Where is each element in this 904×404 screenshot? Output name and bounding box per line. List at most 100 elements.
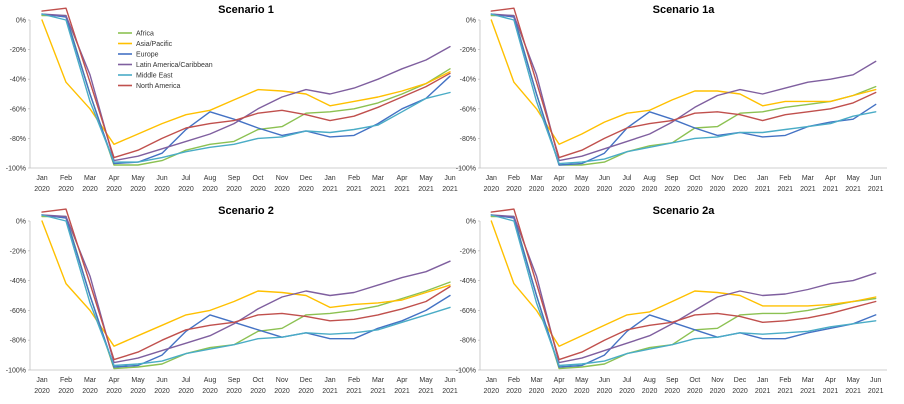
x-tick-year-scenario-1: 2020 bbox=[226, 186, 242, 193]
chart-title-scenario-2: Scenario 2 bbox=[218, 205, 274, 217]
series-line-latin-america-caribbean-scenario-2a bbox=[490, 214, 877, 364]
y-tick-label-scenario-2: -40% bbox=[10, 278, 26, 285]
x-tick-year-scenario-1a: 2021 bbox=[777, 186, 793, 193]
y-tick-label-scenario-1a: -20% bbox=[460, 47, 476, 54]
x-tick-month-scenario-1: Mar bbox=[84, 175, 97, 182]
x-tick-year-scenario-2a: 2020 bbox=[664, 388, 680, 395]
x-tick-month-scenario-2a: Mar bbox=[802, 377, 815, 384]
x-tick-month-scenario-1: Apr bbox=[109, 175, 121, 182]
x-tick-year-scenario-1a: 2020 bbox=[687, 186, 703, 193]
x-tick-year-scenario-2: 2021 bbox=[346, 388, 362, 395]
x-tick-month-scenario-2: Apr bbox=[109, 377, 121, 384]
series-line-africa-scenario-1 bbox=[41, 14, 451, 166]
x-tick-month-scenario-2a: May bbox=[846, 377, 860, 384]
x-tick-month-scenario-2: Apr bbox=[397, 377, 409, 384]
x-tick-month-scenario-1: Sep bbox=[228, 175, 241, 182]
x-tick-year-scenario-1a: 2020 bbox=[484, 186, 500, 193]
x-tick-year-scenario-1a: 2020 bbox=[551, 186, 567, 193]
x-tick-year-scenario-2: 2021 bbox=[394, 388, 410, 395]
x-tick-year-scenario-2: 2020 bbox=[226, 388, 242, 395]
x-tick-year-scenario-2a: 2020 bbox=[687, 388, 703, 395]
series-line-middle-east-scenario-2 bbox=[41, 214, 451, 367]
series-line-africa-scenario-2 bbox=[41, 215, 451, 370]
x-tick-month-scenario-2: Jan bbox=[36, 377, 47, 384]
x-tick-year-scenario-1a: 2021 bbox=[823, 186, 839, 193]
x-tick-year-scenario-2: 2020 bbox=[250, 388, 266, 395]
x-tick-month-scenario-2a: Jan bbox=[486, 377, 497, 384]
x-tick-month-scenario-2a: Jun bbox=[870, 377, 881, 384]
x-tick-year-scenario-2a: 2020 bbox=[574, 388, 590, 395]
y-tick-label-scenario-1: -80% bbox=[10, 136, 26, 143]
series-line-middle-east-scenario-1a bbox=[490, 13, 877, 165]
y-tick-label-scenario-1a: -100% bbox=[456, 166, 476, 173]
x-tick-year-scenario-1: 2021 bbox=[370, 186, 386, 193]
y-tick-label-scenario-1: -40% bbox=[10, 77, 26, 84]
x-tick-month-scenario-2a: Feb bbox=[779, 377, 791, 384]
series-line-europe-scenario-2 bbox=[41, 214, 451, 368]
legend-label-north-america: North America bbox=[136, 83, 180, 90]
series-line-latin-america-caribbean-scenario-1a bbox=[490, 13, 877, 162]
x-tick-month-scenario-2a: Dec bbox=[734, 377, 747, 384]
x-tick-year-scenario-1: 2020 bbox=[154, 186, 170, 193]
y-tick-label-scenario-2: -60% bbox=[10, 308, 26, 315]
y-tick-label-scenario-1: 0% bbox=[16, 18, 26, 25]
series-line-middle-east-scenario-2a bbox=[490, 214, 877, 367]
x-tick-month-scenario-1: May bbox=[131, 175, 145, 182]
x-tick-year-scenario-1: 2020 bbox=[298, 186, 314, 193]
series-line-africa-scenario-2a bbox=[490, 215, 877, 370]
x-tick-month-scenario-1a: Apr bbox=[554, 175, 566, 182]
x-tick-month-scenario-2a: Mar bbox=[530, 377, 543, 384]
x-tick-month-scenario-1: Oct bbox=[253, 175, 264, 182]
y-tick-label-scenario-2: 0% bbox=[16, 219, 26, 226]
series-line-north-america-scenario-1 bbox=[41, 7, 451, 159]
x-tick-month-scenario-1a: Apr bbox=[825, 175, 837, 182]
x-tick-year-scenario-2: 2021 bbox=[442, 388, 458, 395]
x-tick-year-scenario-1: 2021 bbox=[442, 186, 458, 193]
x-tick-year-scenario-1: 2020 bbox=[202, 186, 218, 193]
x-tick-year-scenario-2a: 2020 bbox=[619, 388, 635, 395]
x-tick-month-scenario-2a: Apr bbox=[554, 377, 566, 384]
series-line-asia-pacific-scenario-1 bbox=[41, 19, 451, 146]
y-tick-label-scenario-1a: 0% bbox=[466, 18, 476, 25]
x-tick-year-scenario-1a: 2020 bbox=[506, 186, 522, 193]
x-tick-month-scenario-1: Aug bbox=[204, 175, 217, 182]
series-line-asia-pacific-scenario-2a bbox=[490, 220, 877, 347]
x-tick-year-scenario-2: 2020 bbox=[58, 388, 74, 395]
y-tick-label-scenario-1a: -40% bbox=[460, 77, 476, 84]
chart-scenario-1: Scenario 1 0% -20% -40% -60% -80% -100% Jan 2020… bbox=[6, 4, 462, 193]
x-tick-year-scenario-2a: 2021 bbox=[755, 388, 771, 395]
x-tick-year-scenario-1a: 2021 bbox=[868, 186, 884, 193]
x-tick-year-scenario-1a: 2021 bbox=[800, 186, 816, 193]
chart-title-scenario-1a: Scenario 1a bbox=[653, 4, 716, 16]
chart-title-scenario-2a: Scenario 2a bbox=[653, 205, 716, 217]
y-tick-label-scenario-2a: -80% bbox=[460, 338, 476, 345]
x-tick-month-scenario-1a: Jan bbox=[757, 175, 768, 182]
x-tick-month-scenario-1a: Aug bbox=[643, 175, 656, 182]
x-tick-month-scenario-1: May bbox=[419, 175, 433, 182]
x-tick-year-scenario-2a: 2020 bbox=[484, 388, 500, 395]
chart-title-scenario-1: Scenario 1 bbox=[218, 4, 274, 16]
y-tick-label-scenario-1: -60% bbox=[10, 106, 26, 113]
x-tick-year-scenario-2a: 2021 bbox=[777, 388, 793, 395]
x-tick-year-scenario-2: 2020 bbox=[106, 388, 122, 395]
x-tick-month-scenario-2a: May bbox=[575, 377, 589, 384]
x-tick-month-scenario-2: Sep bbox=[228, 377, 241, 384]
x-tick-year-scenario-1a: 2020 bbox=[664, 186, 680, 193]
x-tick-month-scenario-1a: Jun bbox=[870, 175, 881, 182]
x-tick-year-scenario-1a: 2020 bbox=[529, 186, 545, 193]
x-tick-year-scenario-1: 2020 bbox=[250, 186, 266, 193]
x-tick-month-scenario-1: Feb bbox=[348, 175, 360, 182]
x-tick-month-scenario-1a: Dec bbox=[734, 175, 747, 182]
y-tick-label-scenario-1a: -80% bbox=[460, 136, 476, 143]
x-tick-year-scenario-2: 2020 bbox=[274, 388, 290, 395]
x-tick-year-scenario-1: 2020 bbox=[178, 186, 194, 193]
x-tick-year-scenario-2: 2020 bbox=[34, 388, 50, 395]
x-tick-year-scenario-2a: 2021 bbox=[845, 388, 861, 395]
x-tick-year-scenario-2: 2020 bbox=[298, 388, 314, 395]
x-tick-month-scenario-2: Nov bbox=[276, 377, 289, 384]
series-line-north-america-scenario-2a bbox=[490, 208, 877, 361]
x-tick-year-scenario-2: 2021 bbox=[418, 388, 434, 395]
x-tick-year-scenario-1: 2020 bbox=[106, 186, 122, 193]
series-line-asia-pacific-scenario-2 bbox=[41, 220, 451, 347]
